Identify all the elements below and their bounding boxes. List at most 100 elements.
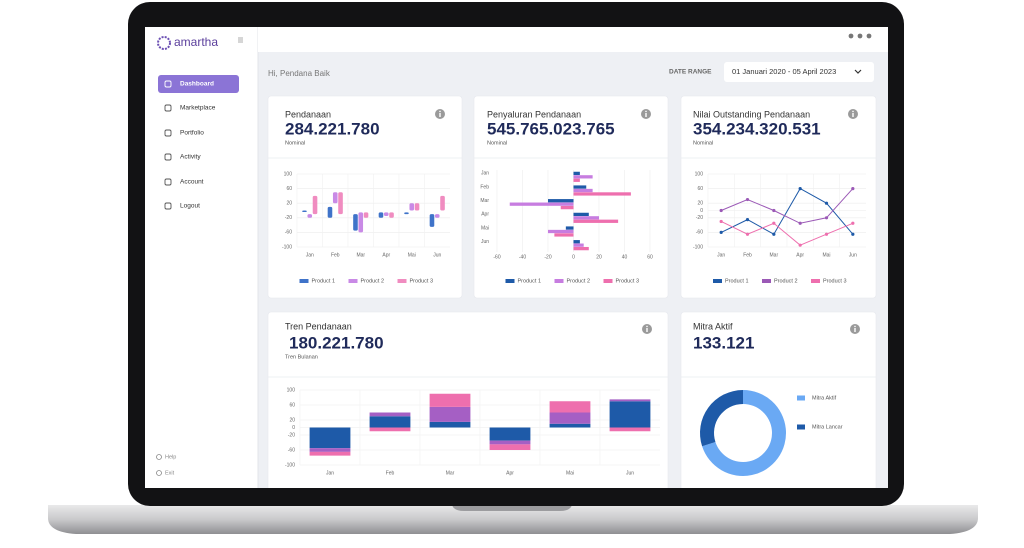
floating-bar <box>353 214 358 231</box>
x-tick-label: Feb <box>743 252 752 258</box>
line-point <box>772 208 776 213</box>
line-point <box>719 230 723 234</box>
stacked-segment <box>609 399 651 402</box>
legend-swatch <box>397 279 407 283</box>
legend-swatch <box>811 279 820 283</box>
line-point <box>745 232 750 236</box>
card-caption: Nominal <box>487 140 507 146</box>
card: Tren Pendanaan 180.221.780 Tren Bulanan 100… <box>267 311 669 488</box>
floating-bar <box>338 192 343 215</box>
line-point <box>745 218 750 222</box>
y-tick-label: Apr <box>481 212 489 218</box>
info-icon[interactable] <box>642 324 652 334</box>
laptop-base <box>48 505 978 534</box>
screen: amartha Dashboard Marketplace Portfolio Act… <box>145 27 888 488</box>
info-stem <box>852 113 854 117</box>
floating-bar <box>573 216 599 220</box>
card-caption: Tren Bulanan <box>285 354 318 360</box>
card-value: 180.221.780 <box>289 333 384 352</box>
line-point <box>851 221 855 225</box>
x-tick-label: Jun <box>626 470 634 476</box>
chart: 100 60 20 0-20 -60 -100 Jan Feb Mar Apr Mai Jun <box>285 387 660 476</box>
line-point <box>851 232 855 236</box>
legend-label: Mitra Aktif <box>812 395 837 401</box>
greeting: Hi, Pendana Baik <box>268 69 331 78</box>
card-title: Nilai Outstanding Pendanaan <box>693 109 810 119</box>
line-point <box>719 219 723 224</box>
y-tick-label: Mai <box>481 225 489 231</box>
legend-label: Product 2 <box>567 278 591 284</box>
line-point <box>772 232 776 236</box>
floating-bar <box>565 226 574 230</box>
footer-icon <box>156 470 162 476</box>
collapse-icon[interactable] <box>238 37 243 43</box>
stacked-segment <box>309 427 351 449</box>
floating-bar <box>509 202 574 206</box>
y-tick-label: 60 <box>289 402 295 408</box>
floating-bar <box>548 199 574 203</box>
card-bg <box>680 95 877 299</box>
more-menu[interactable] <box>848 33 872 39</box>
date-range[interactable]: 01 Januari 2020 - 05 April 2023 <box>732 67 836 76</box>
line-point <box>851 187 855 191</box>
footer-item[interactable]: Exit <box>165 470 175 476</box>
menu-icon <box>164 129 172 137</box>
y-tick-label: Feb <box>480 184 489 190</box>
legend-label: Product 3 <box>616 278 640 284</box>
menu-item[interactable]: Activity <box>180 154 201 161</box>
info-icon[interactable] <box>435 109 445 119</box>
info-dot <box>852 110 854 113</box>
floating-bar <box>573 246 589 251</box>
y-tick-label: 20 <box>286 201 292 207</box>
stacked-segment <box>489 444 531 450</box>
x-tick-label: Jan <box>306 252 314 258</box>
floating-bar <box>554 233 574 237</box>
info-icon[interactable] <box>641 109 651 119</box>
y-tick-label: 20 <box>697 201 703 207</box>
card: Mitra Aktif 133.121 Mitra Aktif Mitra Lanca… <box>680 311 877 488</box>
floating-bar <box>573 240 580 244</box>
menu-item[interactable]: Account <box>180 179 204 186</box>
logo-icon <box>157 36 171 50</box>
stacked-segment <box>609 401 651 428</box>
card-caption: Nominal <box>693 140 713 146</box>
card: Nilai Outstanding Pendanaan354.234.320.5… <box>680 95 877 299</box>
info-dot <box>646 325 648 328</box>
stacked-segment <box>369 416 411 428</box>
floating-bar <box>383 212 389 216</box>
legend-swatch <box>713 279 722 283</box>
info-icon[interactable] <box>850 324 860 334</box>
line-series <box>720 188 854 224</box>
legend-swatch <box>603 279 613 283</box>
y-tick-label: Jan <box>481 171 489 177</box>
donut-slice <box>702 390 786 476</box>
chart: Mitra Aktif Mitra Lancar <box>699 390 843 476</box>
y-tick-label: 0 <box>700 208 703 214</box>
floating-bar <box>312 195 318 215</box>
stacked-segment <box>609 427 651 432</box>
y-tick-label: -100 <box>282 244 292 250</box>
stacked-segment <box>429 421 471 428</box>
legend-label: Product 3 <box>823 278 847 284</box>
menu-item[interactable]: Logout <box>180 203 200 210</box>
stacked-segment <box>549 401 591 413</box>
menu-item[interactable]: Dashboard <box>180 81 214 88</box>
info-stem <box>645 113 647 117</box>
menu-item[interactable]: Portfolio <box>180 130 204 137</box>
x-tick-label: Jun <box>849 252 857 258</box>
active-menu-bg[interactable] <box>158 75 239 93</box>
menu-item[interactable]: Marketplace <box>180 105 216 112</box>
y-tick-label: 100 <box>695 171 704 177</box>
date-range-box[interactable] <box>724 62 874 82</box>
floating-bar <box>389 212 394 218</box>
info-dot <box>854 325 856 328</box>
chart: -60 -40 -20 0 20 40 60 Jan Feb Mar Apr Mai Jun Produc… <box>480 170 653 284</box>
footer-item[interactable]: Help <box>165 454 176 460</box>
x-tick-label: Jun <box>433 252 441 258</box>
floating-bar <box>573 192 631 196</box>
x-tick-label: 0 <box>572 254 575 260</box>
x-tick-label: Mar <box>446 470 455 476</box>
info-icon[interactable] <box>848 109 858 119</box>
